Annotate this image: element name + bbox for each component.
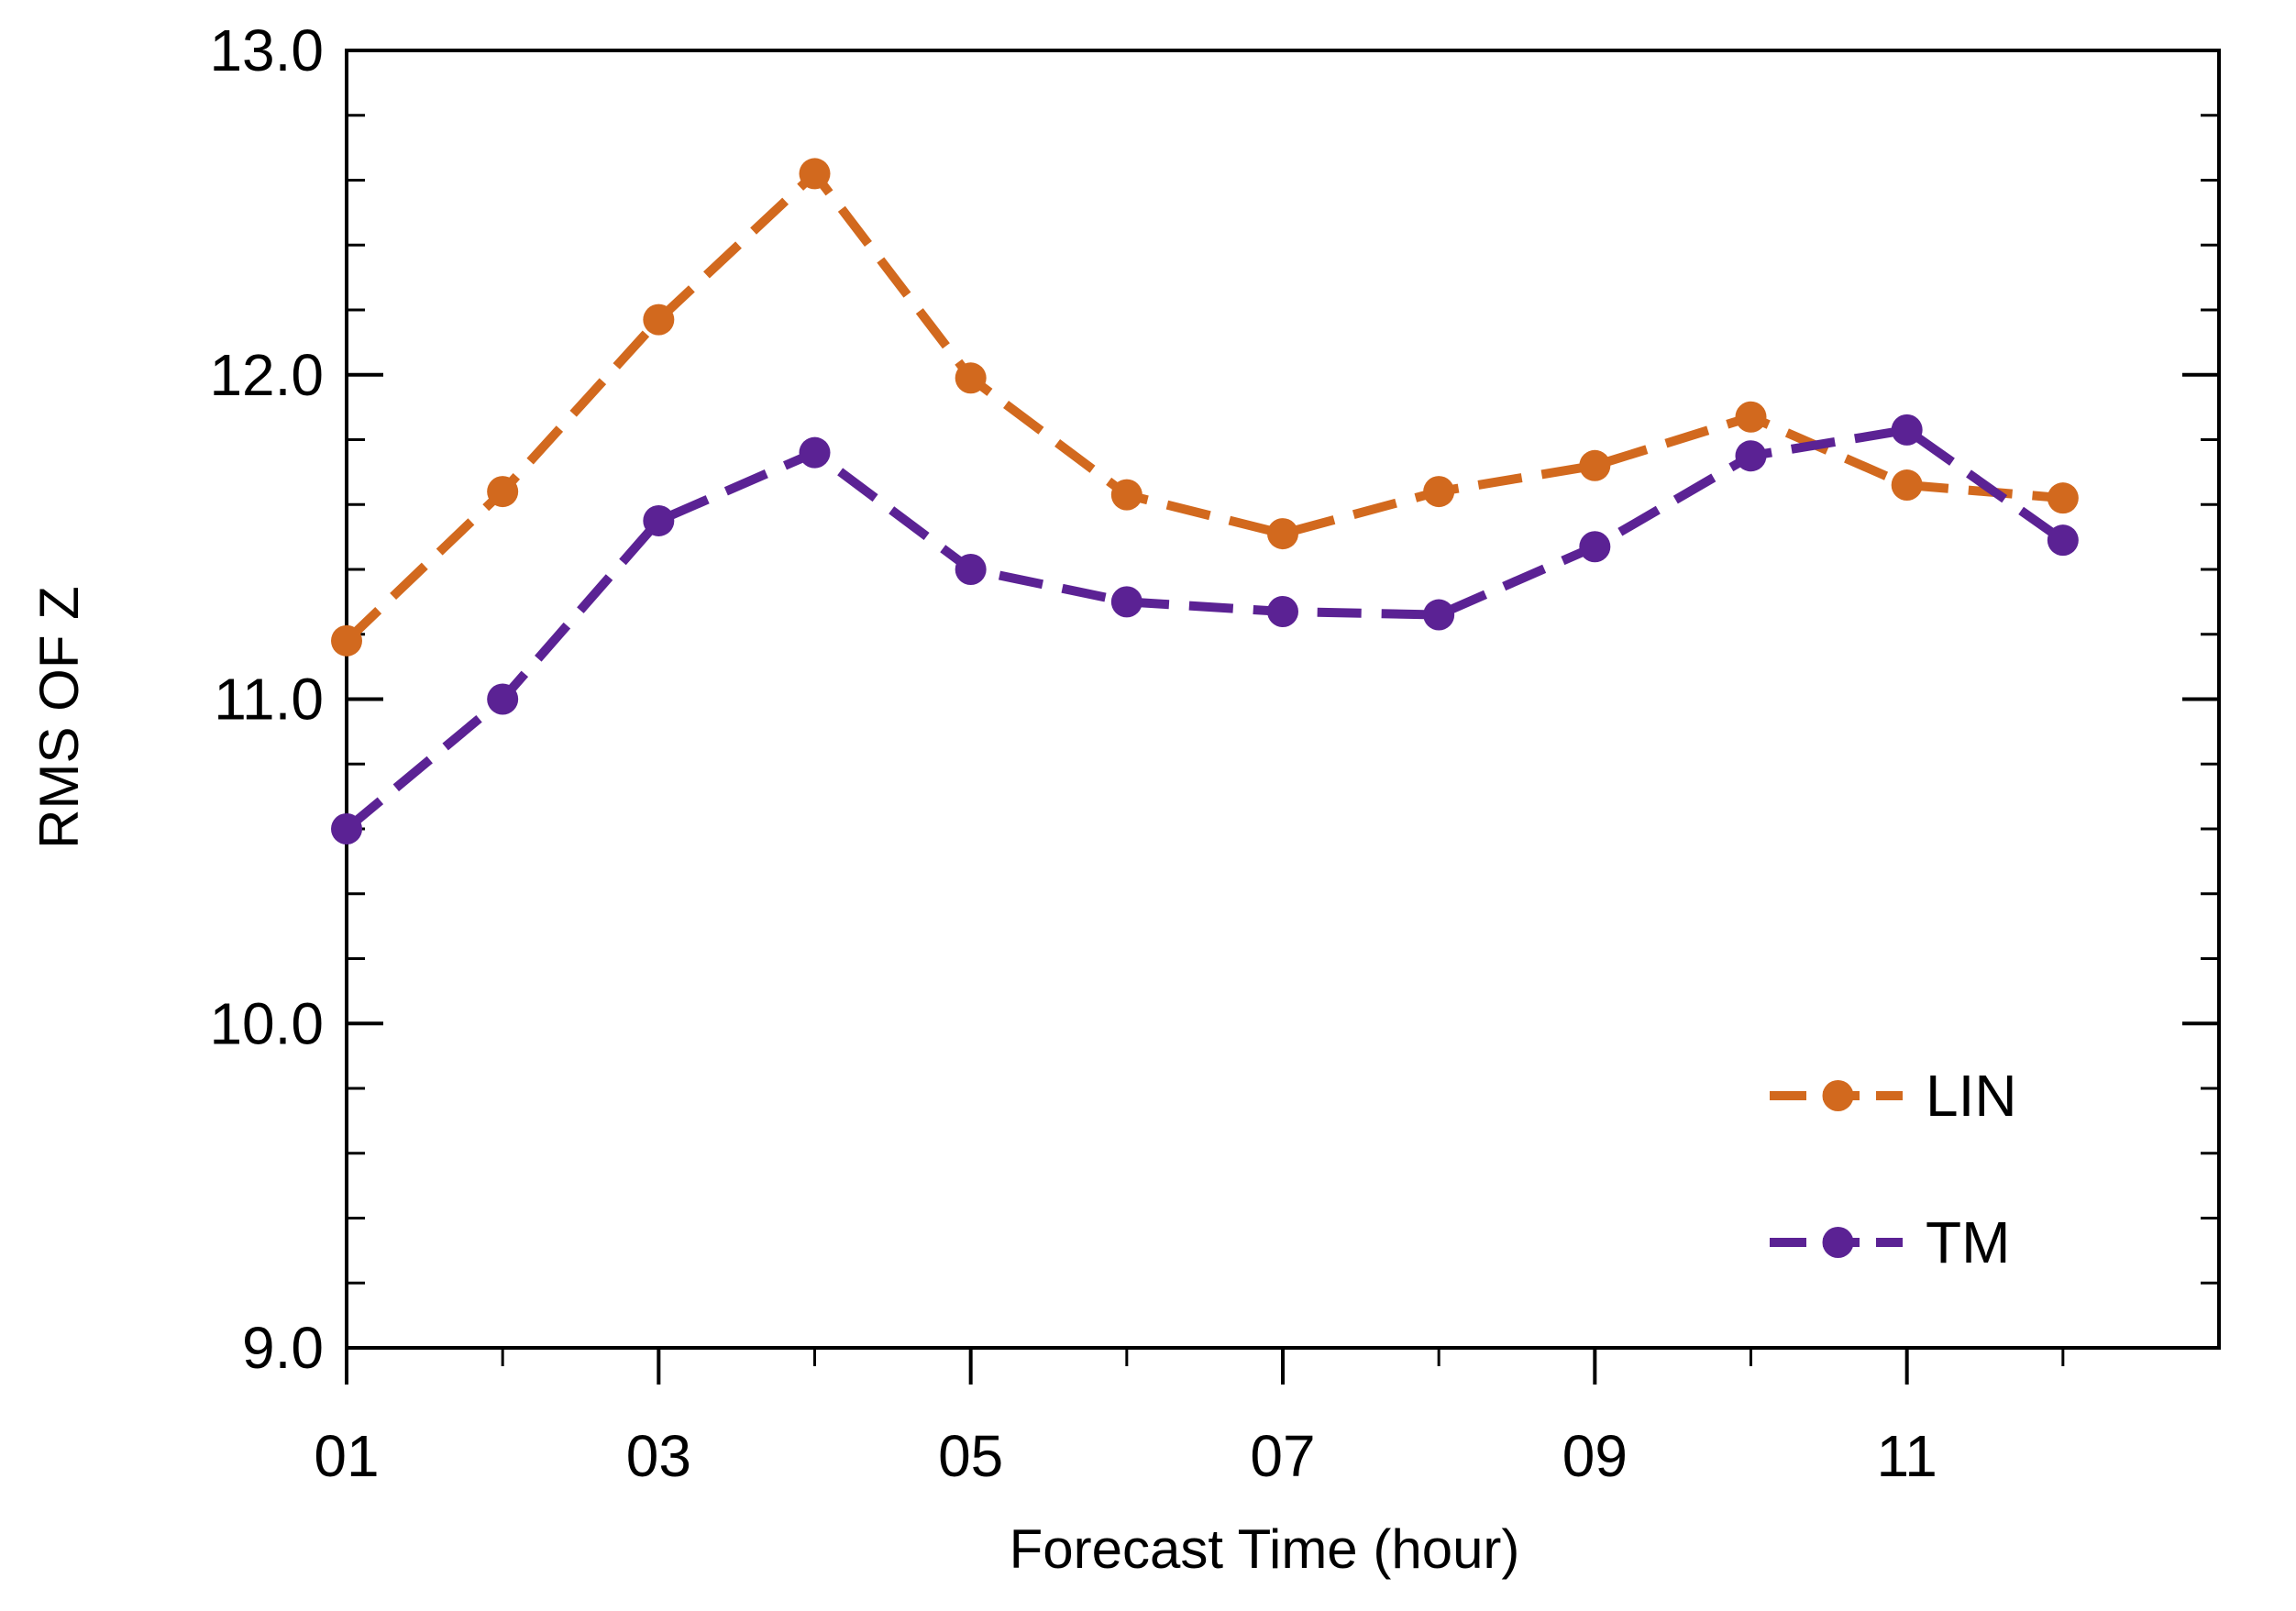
- x-tick-label: 11: [1876, 1423, 1937, 1489]
- legend-swatch-marker: [1822, 1227, 1854, 1258]
- legend: LIN TM: [1770, 1063, 2017, 1275]
- tick-labels: 9.0 10.0 11.0 12.0 13.0 01 03 05 07 09 11: [209, 17, 1937, 1489]
- legend-label: TM: [1926, 1209, 2010, 1275]
- y-tick-label: 10.0: [209, 990, 324, 1056]
- data-point-lin: [1579, 449, 1611, 481]
- data-point-lin: [487, 476, 519, 508]
- y-tick-label: 13.0: [209, 17, 324, 83]
- data-point-tm: [487, 683, 519, 715]
- data-point-lin: [1423, 476, 1455, 508]
- series-line-tm: [343, 425, 2066, 833]
- y-axis-title: RMS OF Z: [28, 586, 90, 849]
- series-line-lin: [343, 169, 2064, 645]
- x-tick-label: 03: [626, 1423, 691, 1489]
- y-tick-label: 12.0: [209, 342, 324, 408]
- data-point-tm: [1110, 586, 1142, 618]
- data-point-lin: [799, 158, 831, 190]
- minor-ticks: [347, 114, 2219, 1366]
- data-point-tm: [799, 436, 831, 469]
- data-point-tm: [1735, 440, 1767, 472]
- legend-item-tm: TM: [1770, 1209, 2010, 1275]
- x-tick-label: 09: [1562, 1423, 1628, 1489]
- data-point-lin: [2047, 482, 2079, 514]
- data-point-tm: [1423, 599, 1455, 631]
- data-point-lin: [955, 362, 987, 394]
- data-point-tm: [2047, 524, 2079, 557]
- series-lin: [331, 158, 2079, 657]
- plot-frame: [345, 49, 2221, 1350]
- data-point-tm: [955, 554, 987, 585]
- x-tick-label: 05: [938, 1423, 1003, 1489]
- y-tick-label: 9.0: [242, 1315, 324, 1381]
- data-point-lin: [1735, 401, 1767, 433]
- data-point-lin: [331, 624, 362, 657]
- data-point-tm: [1267, 595, 1298, 627]
- data-point-tm: [331, 813, 362, 844]
- legend-item-lin: LIN: [1770, 1063, 2017, 1129]
- x-tick-label: 07: [1250, 1423, 1315, 1489]
- y-tick-label: 11.0: [214, 667, 324, 733]
- legend-swatch-marker: [1822, 1080, 1854, 1111]
- series-layer: [331, 158, 2079, 844]
- data-point-tm: [1891, 414, 1923, 446]
- data-point-tm: [643, 504, 675, 536]
- series-tm: [331, 414, 2079, 844]
- data-point-lin: [643, 303, 675, 336]
- data-point-tm: [1579, 531, 1611, 563]
- x-tick-label: 01: [314, 1423, 379, 1489]
- legend-label: LIN: [1926, 1063, 2017, 1129]
- major-ticks: [345, 49, 2219, 1385]
- data-point-lin: [1891, 469, 1923, 502]
- x-axis-title: Forecast Time (hour): [1010, 1518, 1520, 1580]
- data-point-lin: [1110, 479, 1142, 511]
- data-point-lin: [1267, 518, 1298, 550]
